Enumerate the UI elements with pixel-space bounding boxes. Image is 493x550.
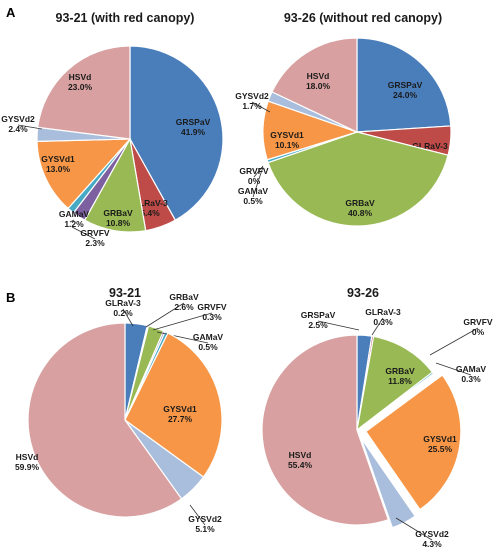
data-label-gamav: GAMaV 0.5% <box>238 186 269 206</box>
slice-hsvd <box>27 322 183 518</box>
slice-gysvd1 <box>365 374 462 511</box>
pie-slices: GRSPaV3.7%GLRaV-30.2%GRBaV2.6%GRVFV0.3%G… <box>15 292 227 534</box>
slice-gamav <box>356 371 435 431</box>
slice-gysvd1 <box>36 138 132 210</box>
slice-hsvd <box>37 45 131 140</box>
leader-line-grvfv <box>71 226 96 240</box>
slice-hsvd <box>271 37 358 133</box>
leader-line-gysvd2 <box>395 517 433 541</box>
data-label-grbav: GRBaV 10.8% <box>103 208 133 228</box>
data-label-hsvd: HSVd 23.0% <box>68 72 93 92</box>
slice-grspav <box>356 37 452 133</box>
slice-gysvd1 <box>124 332 223 478</box>
data-label-grvfv: GRVFV 0% <box>463 317 492 337</box>
data-label-gamav: GAMaV 0.3% <box>456 364 487 384</box>
data-label-grspav: GRSPaV 41.9% <box>176 117 211 137</box>
data-label-gysvd1: GYSVd1 25.5% <box>423 434 457 454</box>
leader-line-grvfv <box>429 327 479 356</box>
pie-chart-93-26: 93-26 GRSPaV 2.5% GLRaV-3 0.3% GRBaV 11.8% GRV… <box>261 286 493 549</box>
data-label-grbav: GRBaV 40.8% <box>345 198 375 218</box>
data-label-glrav-3: GLRaV-3 0.3% <box>365 307 401 327</box>
data-label-hsvd: HSVd 59.9% <box>15 452 40 472</box>
data-label-gysvd1: GYSVd1 27.7% <box>163 404 197 424</box>
data-label-grbav: GRBaV 11.8% <box>385 366 415 386</box>
panel-label-b: B <box>6 290 15 305</box>
pie-chart-93-21-red: 93-21 (with red canopy) GRSPaV 41.9% GLRaV… <box>1 11 224 248</box>
leader-line-gamav <box>435 362 472 376</box>
data-label-hsvd: HSVd 18.0% <box>306 71 331 91</box>
data-label-gysvd2: GYSVd2 4.3% <box>415 529 449 549</box>
pie-chart-93-26-no-red: 93-26 (without red canopy) GRSPaV 24.0%GL… <box>235 11 452 227</box>
slice-hsvd <box>261 334 390 526</box>
leader-line-glrav-3 <box>122 308 134 327</box>
pie-slices: GRSPaV 2.5% GLRaV-3 0.3% GRBaV 11.8% GRVFV 0% GA… <box>261 307 493 549</box>
data-label-grvfv: GRVFV 0% <box>239 166 268 186</box>
leader-line-gamav <box>69 219 75 223</box>
leader-line-gysvd2 <box>189 504 206 526</box>
leader-line-grspav <box>317 320 360 331</box>
chart-title: 93-26 <box>347 286 379 300</box>
data-label-glrav-3: GLRaV-3 0.2% <box>105 298 141 318</box>
data-label-grvfv: GRVFV 2.3% <box>80 228 109 248</box>
slice-grspav <box>129 45 224 222</box>
data-label-hsvd: HSVd 55.4% <box>288 450 313 470</box>
data-label-gysvd2: GYSVd2 5.1% <box>188 514 222 534</box>
data-label-grvfv: GRVFV 0.3% <box>197 302 226 322</box>
pie-slices: GRSPaV 41.9% GLRaV-3 5.4%GRBaV 10.8%GRVFV 2.3… <box>1 45 224 248</box>
chart-title: 93-26 (without red canopy) <box>284 11 442 25</box>
leader-line-grvfv <box>152 312 213 331</box>
data-label-gysvd2: GYSVd2 2.4% <box>1 114 35 134</box>
leader-line-gysvd2 <box>251 101 271 113</box>
panel-label-a: A <box>6 5 16 20</box>
data-label-grspav: GRSPaV 2.5% <box>301 310 336 330</box>
data-label-grspav: GRSPaV 24.0% <box>388 80 423 100</box>
leader-line-gamav <box>252 166 264 198</box>
data-label-gysvd1: GYSVd1 13.0% <box>41 154 75 174</box>
slice-grbav <box>267 131 449 227</box>
pie-slices: GRSPaV24.0%GLRaV-35.0%GRBaV40.8%GAMaV0.5… <box>235 37 452 227</box>
pie-chart-93-21: 93-21 GRSPaV3.7%GLRaV-30.2%GRBaV2.6%GRVF… <box>15 286 227 534</box>
data-label-grbav: GRBaV 2.6% <box>169 292 199 312</box>
leader-line-gamav <box>156 331 209 344</box>
slice-grbav <box>356 335 434 432</box>
data-label-gysvd1: GYSVd1 10.1% <box>270 130 304 150</box>
leader-line-gysvd2 <box>17 124 43 130</box>
leader-line-glrav-3 <box>371 317 384 336</box>
data-label-gamav: GAMaV 1.2% <box>59 209 90 229</box>
leader-line-grvfv <box>253 165 264 178</box>
data-label-gysvd2: GYSVd2 1.7% <box>235 91 269 111</box>
chart-title: 93-21 (with red canopy) <box>56 11 195 25</box>
data-label-glrav-3: GLRaV-3 5.4% <box>132 198 168 218</box>
chart-title: 93-21 <box>109 286 141 300</box>
data-label-gamav: GAMaV 0.5% <box>193 332 224 352</box>
leader-line-grbav <box>145 302 185 328</box>
